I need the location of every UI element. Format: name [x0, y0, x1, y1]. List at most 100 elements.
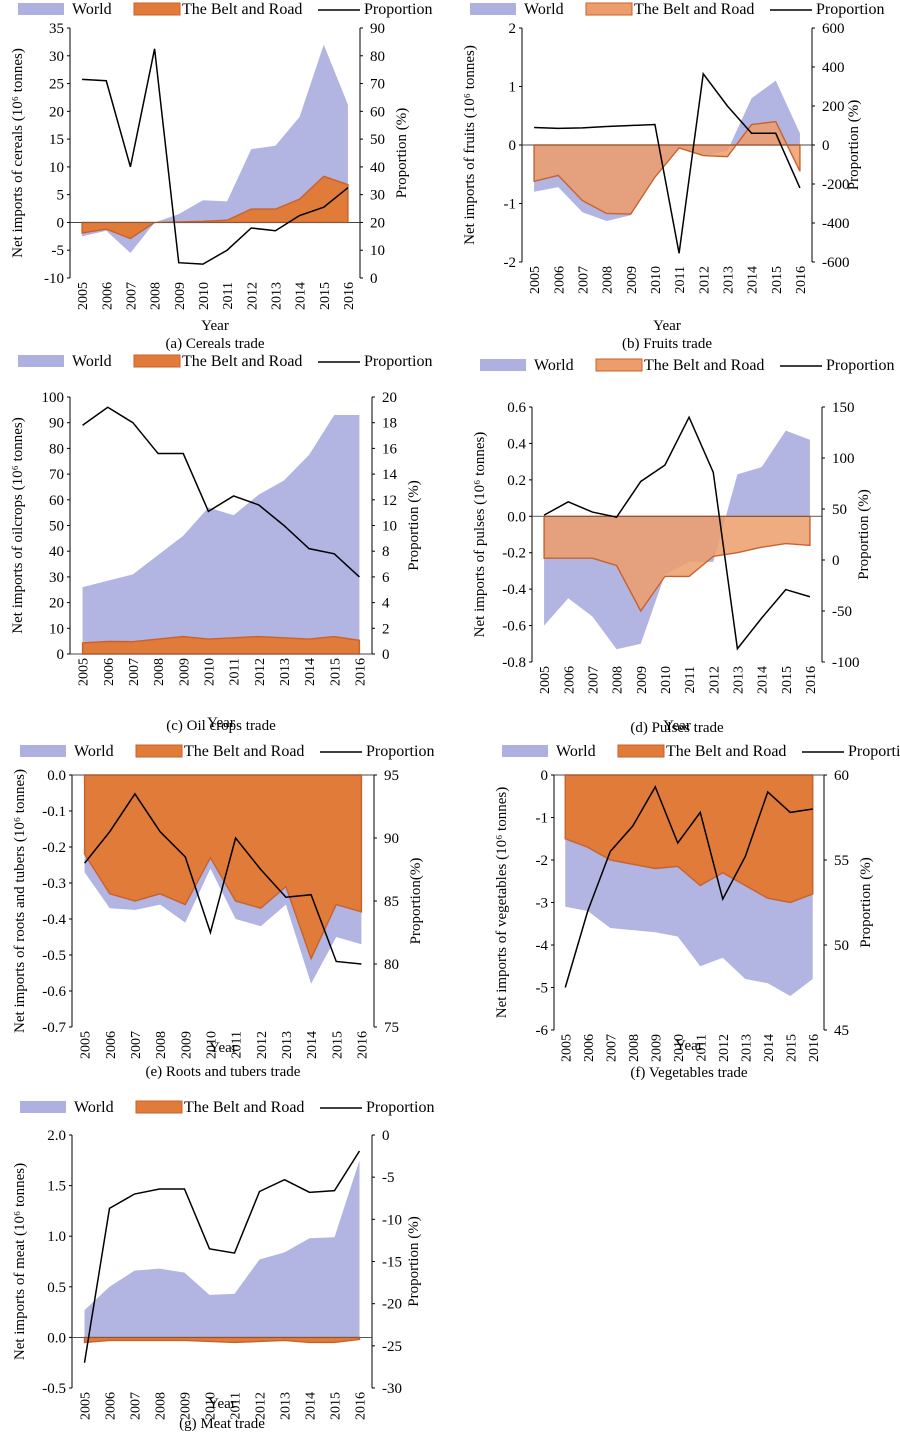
y-tick-label: 0.0 — [507, 509, 526, 525]
cereals-svg: -10 -5 0 5 10 15 20 25 30 35 0 10 20 30 40 50 60 70 80 90 20… — [10, 1, 432, 352]
y2-tick-label: 80 — [384, 957, 399, 973]
legend-swatch-belt-road — [133, 354, 181, 368]
pulses-svg: -0.8 -0.6 -0.4 -0.2 0.0 0.2 0.4 0.6 -100 -50 0 50 10… — [472, 357, 894, 736]
legend-label-belt-road: The Belt and Road — [184, 1099, 304, 1116]
y-tick-label: -0.6 — [502, 619, 526, 635]
x-tick-label: 2007 — [576, 266, 591, 294]
series-proportion-line — [543, 415, 811, 651]
y-tick-label: 0 — [57, 215, 65, 231]
y-tick-label: 0.0 — [47, 1330, 66, 1346]
y2-tick-label: -5 — [382, 1170, 395, 1186]
legend: World The Belt and Road Proportion — [470, 1, 884, 18]
y-tick-label: 25 — [49, 77, 64, 93]
y-axis-title: Net imports of cereals (10⁶ tonnes) — [10, 48, 26, 258]
legend-swatch-belt-road — [585, 2, 633, 16]
y-tick-label: -0.8 — [502, 655, 526, 671]
legend-label-belt-road: The Belt and Road — [182, 353, 302, 370]
y-tick-label: 35 — [49, 21, 64, 37]
x-tick-label: 2006 — [562, 666, 577, 694]
y2-tick-label: -50 — [832, 604, 852, 620]
y-tick-label: 10 — [49, 621, 64, 637]
pulses-chart: -0.8 -0.6 -0.4 -0.2 0.0 0.2 0.4 0.6 -100 -50 0 50 10… — [450, 352, 900, 742]
x-tick-label: 2011 — [228, 658, 243, 685]
y2-tick-label: -10 — [382, 1212, 402, 1228]
x-tick-label: 2009 — [173, 282, 188, 310]
y-tick-label: 1 — [509, 80, 517, 96]
y2-axis-title: Proportion (%) — [858, 857, 874, 947]
x-tick-label: 2016 — [354, 1392, 369, 1420]
legend-label-world: World — [534, 357, 574, 374]
y-tick-label: -10 — [44, 271, 64, 287]
y-tick-label: 10 — [49, 160, 64, 176]
y2-axis-title: Proportion(%) — [408, 858, 424, 945]
y2-axis-title: Proportion (%) — [406, 1216, 422, 1306]
meat-chart: -0.5 0.0 0.5 1.0 1.5 2.0 -30 -25 -20 -15 -10 -5 0 200… — [0, 1095, 450, 1435]
y-tick-label: 15 — [49, 132, 64, 148]
vegetables-chart: -6 -5 -4 -3 -2 -1 0 45 50 55 60 2005 2006 2007 2008 200… — [450, 740, 900, 1090]
y2-tick-label: 6 — [382, 570, 390, 586]
y2-tick-label: 70 — [370, 77, 385, 93]
legend-label-belt-road: The Belt and Road — [182, 1, 302, 18]
x-tick-label: 2015 — [318, 282, 333, 310]
x-tick-label: 2016 — [807, 1034, 822, 1062]
y2-tick-label: 85 — [384, 894, 399, 910]
legend-label-proportion: Proportion — [366, 743, 434, 760]
x-tick-label: 2006 — [102, 658, 117, 686]
legend-swatch-belt-road — [135, 744, 183, 758]
legend-label-world: World — [72, 1, 112, 18]
x-tick-label: 2016 — [353, 658, 368, 686]
legend: World The Belt and Road Proportion — [20, 1099, 434, 1116]
x-tick-label: 2012 — [707, 666, 722, 694]
y-tick-label: -0.1 — [42, 804, 66, 820]
x-tick-label: 2008 — [149, 282, 164, 310]
y-tick-label: 0 — [57, 647, 65, 663]
y2-tick-label: -100 — [832, 655, 860, 671]
x-tick-label: 2006 — [104, 1031, 119, 1059]
roots-tubers-svg: -0.7 -0.6 -0.5 -0.4 -0.3 -0.2 -0.1 0.0 75 80 85 90 9… — [12, 743, 434, 1080]
x-tick-label: 2015 — [329, 1392, 344, 1420]
y2-axis-title: Proportion (%) — [394, 108, 410, 198]
y2-tick-label: 0 — [382, 1128, 390, 1144]
y2-tick-label: 20 — [370, 215, 385, 231]
legend-swatch-belt-road — [617, 744, 665, 758]
x-tick-label: 2014 — [746, 266, 761, 294]
x-tick-label: 2012 — [697, 266, 712, 294]
x-tick-label: 2011 — [694, 1034, 709, 1061]
legend-label-world: World — [524, 1, 564, 18]
series-world-area — [82, 414, 360, 654]
y2-tick-label: 12 — [382, 493, 397, 509]
x-tick-label: 2016 — [342, 282, 357, 310]
y2-tick-label: 10 — [370, 243, 385, 259]
y-tick-label: -0.4 — [502, 582, 526, 598]
y2-tick-label: 10 — [382, 519, 397, 535]
x-tick-label: 2015 — [328, 658, 343, 686]
x-tick-label: 2010 — [672, 1034, 687, 1062]
y2-tick-label: -600 — [822, 255, 850, 271]
y-tick-label: -0.5 — [42, 1381, 66, 1397]
x-tick-label: 2006 — [552, 266, 567, 294]
x-tick-label: 2014 — [762, 1034, 777, 1062]
y2-axis-title: Proportion (%) — [406, 480, 422, 570]
y2-tick-label: -30 — [382, 1381, 402, 1397]
y2-tick-label: 45 — [834, 1023, 849, 1039]
series-world-area — [82, 44, 348, 253]
x-tick-label: 2010 — [204, 1392, 219, 1420]
y-tick-label: -2 — [504, 255, 517, 271]
y-axis-title: Net imports of fruits (10⁶ tonnes) — [462, 45, 478, 245]
legend-swatch-belt-road — [595, 358, 643, 372]
y2-tick-label: 14 — [382, 467, 398, 483]
x-tick-label: 2013 — [739, 1034, 754, 1062]
x-tick-label: 2011 — [230, 1031, 245, 1058]
x-tick-label: 2007 — [586, 666, 601, 694]
y-tick-label: 60 — [49, 493, 64, 509]
legend-swatch-world — [18, 3, 64, 15]
legend-label-belt-road: The Belt and Road — [666, 743, 786, 760]
y-tick-label: -6 — [536, 1023, 549, 1039]
chart-caption: (b) Fruits trade — [622, 336, 712, 352]
series-belt-road-area — [543, 515, 811, 613]
x-tick-label: 2015 — [770, 266, 785, 294]
legend-label-proportion: Proportion — [364, 1, 432, 18]
x-tick-label: 2010 — [202, 658, 217, 686]
legend-swatch-world — [470, 3, 516, 15]
x-axis-title: Year — [201, 318, 229, 334]
